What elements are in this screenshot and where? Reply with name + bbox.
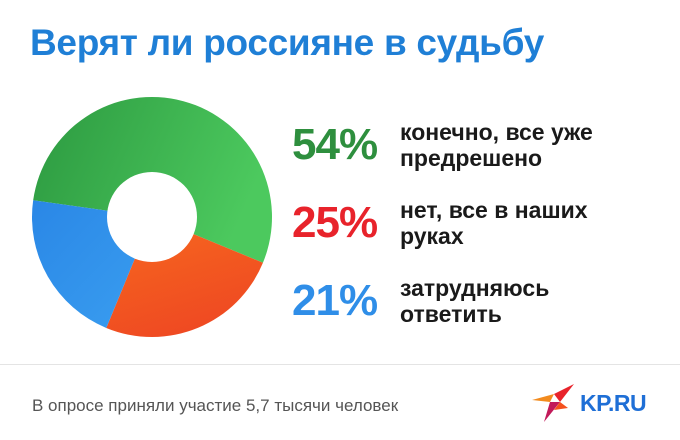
legend-label: затрудняюсь ответить [400,275,550,327]
legend-label: нет, все в наших руках [400,197,588,249]
legend-item: 21% затрудняюсь ответить [292,262,672,340]
footer-divider [0,364,680,365]
page-title: Верят ли россияне в судьбу [30,22,544,63]
legend-pct: 54% [292,120,378,169]
legend-item: 54% конечно, все уже предрешено [292,106,672,184]
legend-pct: 25% [292,198,378,247]
kp-bird-logo-icon [532,384,574,422]
legend-item: 25% нет, все в наших руках [292,184,672,262]
footer-note: В опросе приняли участие 5,7 тысячи чело… [32,396,399,415]
legend-label: конечно, все уже предрешено [400,119,593,171]
legend: 54% конечно, все уже предрешено 25% нет,… [292,106,672,340]
donut-hole [107,172,197,262]
brand-logo[interactable]: KP.RU [530,382,647,424]
legend-pct: 21% [292,276,378,325]
donut-chart [31,97,272,337]
logo-text: KP.RU [580,389,647,416]
